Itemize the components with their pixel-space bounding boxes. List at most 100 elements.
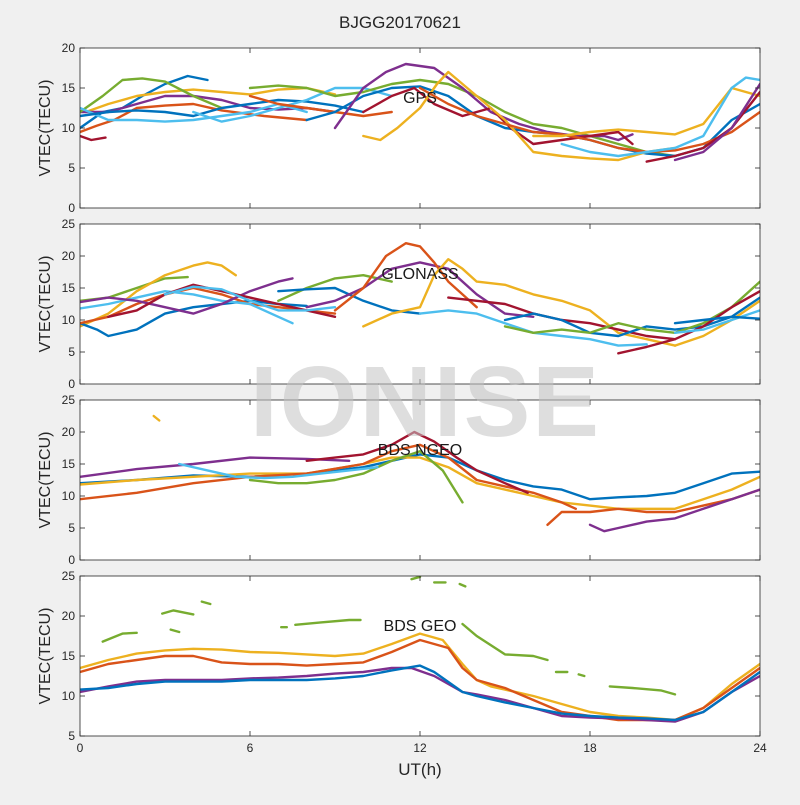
subplot-1: 0 5 10 15 20 VTEC(TECU) GPS [37,41,761,215]
series-line-3 [80,456,760,510]
x-tick-label: 0 [77,741,84,755]
series-line-16 [503,296,760,338]
series-line-6 [80,102,308,123]
y-tick-label: 0 [68,553,75,567]
y-tick-label: 10 [62,689,76,703]
y-tick-label: 5 [68,161,75,175]
figure-title: BJGG20170621 [339,13,461,32]
y-tick-label: 10 [62,121,76,135]
subplot-title: BDS GEO [384,618,457,635]
subplot-3: 0 5 10 15 20 25 VTEC(TECU) BDS NGEO [37,393,761,567]
series-group [80,62,760,163]
series-line-11 [305,261,535,318]
y-tick-label: 5 [68,345,75,359]
series-line-6 [101,631,138,643]
series-line-6 [248,450,464,504]
series-line-5 [305,430,529,494]
y-tick-label: 0 [68,377,75,391]
series-line-19 [645,90,760,163]
series-line-3 [80,666,760,723]
series-line-19 [673,299,760,347]
subplot-4: 5 10 15 20 25 0 6 12 18 24 VTEC(TECU) BDS GEO [37,569,767,755]
x-tick-label: 24 [753,741,767,755]
series-line-2 [80,261,237,328]
series-line-9 [277,274,393,302]
y-axis-label: VTEC(TECU) [37,432,54,529]
y-tick-label: 20 [62,609,76,623]
subplot-title: GLONASS [381,266,458,283]
series-group [80,576,760,723]
y-tick-label: 5 [68,521,75,535]
y-tick-label: 20 [62,41,76,55]
y-tick-label: 15 [62,281,76,295]
series-line-10 [248,94,393,118]
series-line-9 [192,86,393,123]
series-line-5 [80,77,223,114]
y-tick-label: 15 [62,649,76,663]
series-group [80,414,760,533]
series-line-18 [560,76,760,158]
y-tick-label: 20 [62,249,76,263]
series-line-6 [80,277,294,315]
series-line-9 [169,628,181,634]
series-line-8 [200,600,212,606]
series-line-17 [503,280,760,334]
subplot-title: GPS [403,90,437,107]
x-axis-label: UT(h) [398,760,442,779]
y-tick-label: 15 [62,81,76,95]
series-line-18 [617,290,760,355]
series-line-7 [161,609,195,616]
y-tick-label: 10 [62,489,76,503]
series-line-2 [80,102,308,134]
series-line-10 [152,414,161,422]
series-line-4 [80,443,577,510]
series-line-20 [673,82,760,162]
y-tick-label: 20 [62,425,76,439]
plot-area [80,48,760,208]
subplot-title: BDS NGEO [378,442,462,459]
y-tick-label: 25 [62,569,76,583]
series-line-16 [418,86,760,154]
series-line-16 [577,673,586,678]
series-line-12 [333,242,478,312]
series-line-12 [410,576,422,581]
series-group [80,242,760,355]
series-line-14 [458,582,467,588]
y-axis-label: VTEC(TECU) [37,256,54,353]
series-line-5 [461,622,549,662]
series-line-9 [588,488,760,533]
plot-area [80,224,760,384]
series-line-13 [333,62,634,142]
series-line-20 [673,309,760,334]
series-line-21 [673,315,760,325]
series-line-3 [84,86,337,114]
series-line-14 [362,86,634,146]
y-axis-label: VTEC(TECU) [37,80,54,177]
plot-area [80,400,760,560]
y-tick-label: 5 [68,729,75,743]
x-tick-label: 6 [247,741,254,755]
series-line-7 [107,283,337,318]
y-tick-label: 0 [68,201,75,215]
series-line-15 [362,70,677,162]
series-line-4 [80,664,760,722]
y-tick-label: 10 [62,313,76,327]
x-tick-label: 12 [413,741,427,755]
series-line-4 [80,286,337,325]
y-tick-label: 25 [62,217,76,231]
series-line-7 [80,134,107,142]
y-axis-label: VTEC(TECU) [37,608,54,705]
y-tick-label: 15 [62,457,76,471]
series-line-17 [608,685,677,696]
subplot-2: 0 5 10 15 20 25 VTEC(TECU) GLONASS [37,217,761,391]
y-tick-label: 25 [62,393,76,407]
series-line-7 [178,462,379,480]
series-line-8 [80,98,365,118]
series-line-5 [80,290,294,325]
series-line-8 [163,285,337,312]
x-tick-label: 18 [583,741,597,755]
series-line-11 [294,618,362,626]
series-line-11 [248,78,677,158]
